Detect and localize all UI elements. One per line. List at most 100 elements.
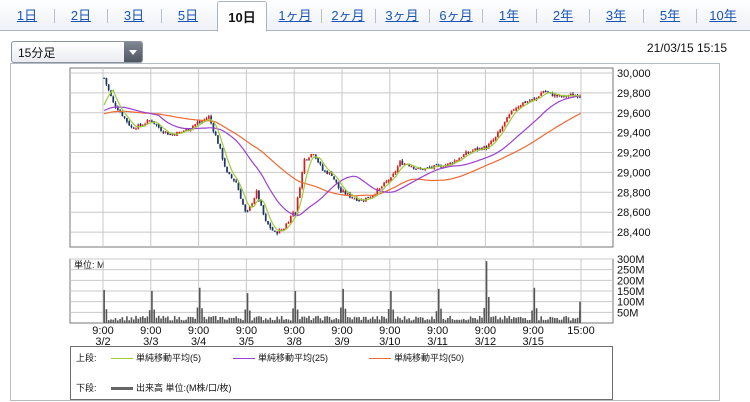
volume-bar: [349, 317, 351, 323]
candle-body: [244, 204, 247, 212]
volume-bar: [513, 317, 515, 323]
tab-separator: [321, 9, 322, 23]
volume-bar: [278, 319, 281, 323]
tab-13[interactable]: 5年: [659, 8, 681, 23]
volume-bar: [483, 307, 486, 323]
candle-body: [497, 132, 499, 137]
volume-bar: [340, 307, 342, 323]
tab-5[interactable]: 10日: [217, 1, 267, 32]
candle-body: [146, 120, 149, 124]
candle-body: [508, 114, 511, 119]
candle-body: [326, 170, 329, 174]
tab-14[interactable]: 10年: [709, 8, 737, 23]
volume-bar: [328, 316, 331, 323]
volume-bar: [276, 316, 278, 323]
candle-body: [294, 213, 297, 215]
volume-bar: [465, 320, 467, 323]
tab-8[interactable]: 3ヶ月: [385, 8, 419, 23]
volume-bar: [285, 319, 288, 323]
volume-bar: [155, 317, 158, 323]
candle-body: [437, 164, 440, 166]
tab-4[interactable]: 5日: [177, 8, 199, 23]
volume-bar: [119, 318, 121, 323]
volume-bar: [515, 317, 517, 323]
volume-bar: [151, 291, 153, 323]
volume-bar: [258, 316, 260, 323]
candle-body: [515, 108, 517, 111]
tab-1[interactable]: 1日: [16, 8, 38, 23]
candle-body: [460, 157, 463, 159]
volume-bar: [408, 318, 410, 323]
volume-bar: [431, 316, 433, 323]
volume-bar: [460, 319, 463, 323]
volume-bar: [167, 316, 169, 323]
tab-6[interactable]: 1ヶ月: [278, 8, 312, 23]
tab-10[interactable]: 1年: [498, 8, 520, 23]
legend-upper-row: 上段:: [76, 351, 97, 364]
candle-body: [328, 172, 331, 174]
volume-bar: [337, 319, 340, 323]
volume-bar: [107, 320, 110, 323]
legend: 上段: 単純移動平均(5) 単純移動平均(25) 単純移動平均(50) 下段: …: [70, 346, 613, 400]
candle-body: [547, 91, 549, 93]
candle-body: [116, 107, 119, 111]
volume-bar: [315, 316, 317, 323]
tab-7[interactable]: 2ヶ月: [331, 8, 365, 23]
volume-bar: [246, 293, 249, 323]
tab-12[interactable]: 3年: [605, 8, 627, 23]
volume-bar: [376, 316, 379, 323]
candle-body: [512, 109, 515, 111]
tab-3[interactable]: 3日: [123, 8, 145, 23]
candle-body: [260, 200, 263, 206]
candle-body: [474, 148, 477, 151]
candle-body: [103, 77, 106, 79]
volume-bar: [538, 320, 540, 323]
legend-lower-row: 下段:: [76, 381, 97, 394]
candle-body: [198, 121, 201, 123]
candle-body: [446, 163, 449, 166]
volume-bar: [226, 319, 228, 323]
candle-body: [330, 172, 333, 176]
volume-bar: [503, 315, 506, 323]
volume-bar: [358, 317, 360, 323]
candle-body: [408, 165, 411, 167]
volume-bar: [344, 308, 347, 323]
candle-body: [569, 93, 572, 96]
candle-body: [301, 172, 304, 188]
volume-bar: [563, 316, 565, 323]
volume-bar: [212, 316, 215, 323]
tab-11[interactable]: 2年: [552, 8, 574, 23]
volume-bar: [572, 318, 574, 323]
volume-bar: [517, 317, 520, 323]
candle-body: [503, 121, 506, 126]
candle-body: [553, 94, 556, 97]
candle-body: [126, 118, 128, 122]
interval-select[interactable]: 15分足: [11, 41, 143, 63]
volume-bar: [203, 316, 206, 323]
candle-body: [230, 174, 233, 178]
volume-bar: [162, 315, 165, 323]
candle-body: [196, 122, 199, 125]
chevron-down-icon[interactable]: [124, 42, 142, 62]
volume-bar: [178, 316, 181, 323]
volume-bar: [105, 309, 108, 323]
candle-body: [556, 95, 558, 97]
legend-lower-label: 下段:: [76, 383, 97, 393]
tab-separator: [482, 9, 483, 23]
price-tick-label: 29,800: [617, 88, 651, 100]
volume-bar: [333, 319, 335, 323]
candle-body: [121, 111, 124, 117]
tab-9[interactable]: 6ヶ月: [439, 8, 473, 23]
volume-bar: [287, 319, 290, 323]
legend-swatch-sma50: [369, 358, 391, 360]
volume-bar: [189, 316, 192, 323]
candle-body: [299, 187, 301, 198]
x-date-label: 3/9: [334, 336, 349, 348]
candle-body: [510, 110, 513, 115]
candle-body: [237, 182, 240, 191]
tab-2[interactable]: 2日: [70, 8, 92, 23]
volume-bar: [485, 261, 488, 323]
candle-body: [353, 198, 356, 200]
sma5-line: [103, 89, 581, 232]
